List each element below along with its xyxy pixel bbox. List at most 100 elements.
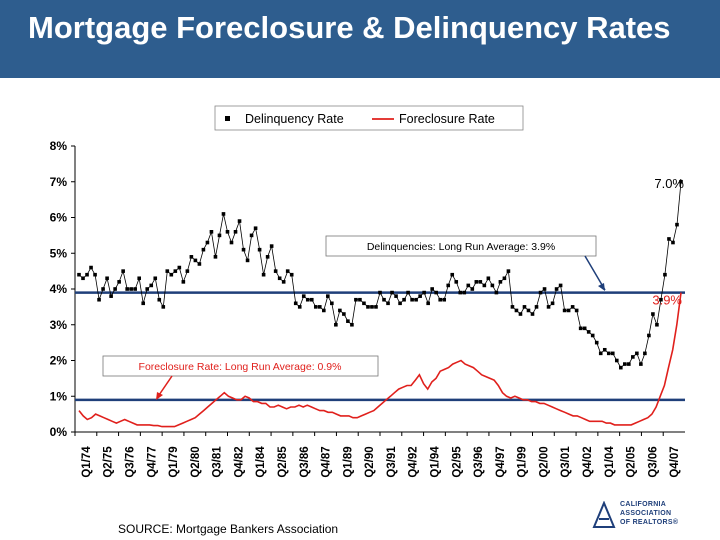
delinquency-point — [647, 333, 651, 338]
delinquency-point — [514, 308, 519, 313]
delinquency-point — [366, 305, 370, 309]
delinquency-point — [81, 276, 85, 281]
delinquency-point — [494, 290, 499, 295]
delinquency-point — [117, 280, 121, 284]
delinquency-point — [233, 230, 238, 234]
delinquency-point — [121, 269, 125, 273]
delinquency-point — [93, 272, 97, 277]
delinquency-point — [237, 219, 242, 223]
x-tick-label: Q1/84 — [255, 446, 267, 478]
x-tick-label: Q1/79 — [168, 446, 180, 477]
delinquency-point — [418, 294, 422, 298]
delinquency-point — [679, 179, 683, 184]
delinquency-point — [225, 230, 230, 234]
logo-line-2: ASSOCIATION — [620, 510, 672, 517]
annotations: Delinquencies: Long Run Average: 3.9% For… — [102, 176, 684, 400]
delinquency-point — [165, 269, 170, 273]
delinquency-point — [313, 305, 318, 309]
delinquency-point — [570, 305, 575, 309]
delinquency-point — [454, 280, 459, 284]
delinquency-point — [322, 308, 326, 313]
delinquency-point — [614, 358, 619, 363]
y-tick-label: 3% — [50, 318, 68, 332]
y-tick-label: 5% — [50, 246, 68, 260]
delinquency-point — [623, 362, 627, 366]
delinquency-point — [462, 290, 467, 295]
delinquency-point — [350, 322, 354, 327]
delinquency-point — [374, 305, 378, 309]
delinquency-point — [566, 308, 571, 313]
chart-axes — [74, 146, 685, 433]
delinquency-point — [245, 258, 250, 263]
delinquency-point — [671, 240, 675, 245]
delinquency-point — [470, 287, 475, 291]
delinquency-point — [582, 326, 587, 331]
y-tick-label: 4% — [50, 282, 68, 296]
delinquency-point — [362, 301, 366, 306]
x-tick-label: Q3/86 — [299, 446, 311, 477]
logo-mark-icon — [592, 501, 616, 528]
delinquency-point — [342, 312, 346, 316]
delinquency-point — [173, 269, 178, 273]
delinquency-point — [229, 240, 234, 245]
logo-line-1: CALIFORNIA — [620, 501, 667, 508]
delinquency-point — [586, 330, 591, 334]
delinquency-point — [627, 362, 631, 366]
delinquency-point — [157, 297, 162, 302]
delinquency-point — [651, 312, 655, 316]
arrowhead-icon — [598, 283, 605, 291]
delinquency-point — [358, 297, 362, 302]
delinquency-point — [538, 290, 543, 295]
delinquency-point — [631, 355, 635, 359]
delinquency-point — [261, 272, 266, 277]
delinquency-point — [655, 322, 659, 327]
delinquency-point — [406, 290, 410, 295]
delinquency-point — [490, 283, 495, 288]
x-tick-label: Q1/89 — [342, 446, 354, 477]
delinquency-point — [558, 283, 563, 288]
delinquency-point — [177, 265, 182, 270]
delinquency-point — [550, 301, 555, 306]
delinquency-point — [265, 255, 270, 259]
delinquency-point — [137, 276, 141, 281]
x-tick-label: Q3/06 — [647, 446, 659, 477]
delinquency-line — [78, 181, 682, 369]
delinquency-point — [241, 247, 246, 252]
page-title: Mortgage Foreclosure & Delinquency Rates — [28, 10, 671, 45]
delinquency-point — [201, 247, 206, 252]
delinquency-point — [153, 276, 158, 281]
delinquency-point — [663, 272, 667, 277]
delinquency-point — [526, 308, 531, 313]
delinquency-point — [330, 301, 334, 306]
x-tick-label: Q4/92 — [408, 446, 420, 477]
delinquency-point — [394, 294, 398, 298]
delinquency-point — [89, 265, 93, 270]
x-tick-label: Q4/07 — [669, 446, 681, 477]
legend-label-delinquency: Delinquency Rate — [245, 112, 344, 126]
delinquency-point — [430, 287, 434, 291]
delinquency-point — [639, 362, 643, 366]
delinquency-point — [510, 305, 515, 309]
y-tick-label: 0% — [50, 425, 68, 439]
delinquency-point — [498, 280, 503, 284]
delinquency-point — [530, 312, 535, 316]
delinquency-point — [318, 305, 322, 309]
delinquency-point — [635, 351, 639, 356]
delinquency-point — [338, 308, 342, 313]
delinquency-point — [213, 255, 218, 259]
y-tick-label: 6% — [50, 211, 68, 225]
delinquency-point — [105, 276, 109, 281]
delinquency-point — [285, 269, 290, 273]
x-tick-label: Q4/02 — [582, 446, 594, 477]
delinquency-point — [619, 365, 623, 370]
x-tick-label: Q3/96 — [473, 446, 485, 477]
delinquency-point — [434, 290, 438, 295]
delinquency-point — [506, 269, 511, 273]
delinquency-point — [129, 287, 133, 291]
foreclosure-line — [78, 292, 682, 428]
delinquency-point — [145, 287, 150, 291]
delinquency-point — [414, 297, 418, 302]
delinquency-point — [450, 272, 455, 277]
x-tick-label: Q2/05 — [626, 446, 638, 478]
delinquency-point — [606, 351, 611, 356]
